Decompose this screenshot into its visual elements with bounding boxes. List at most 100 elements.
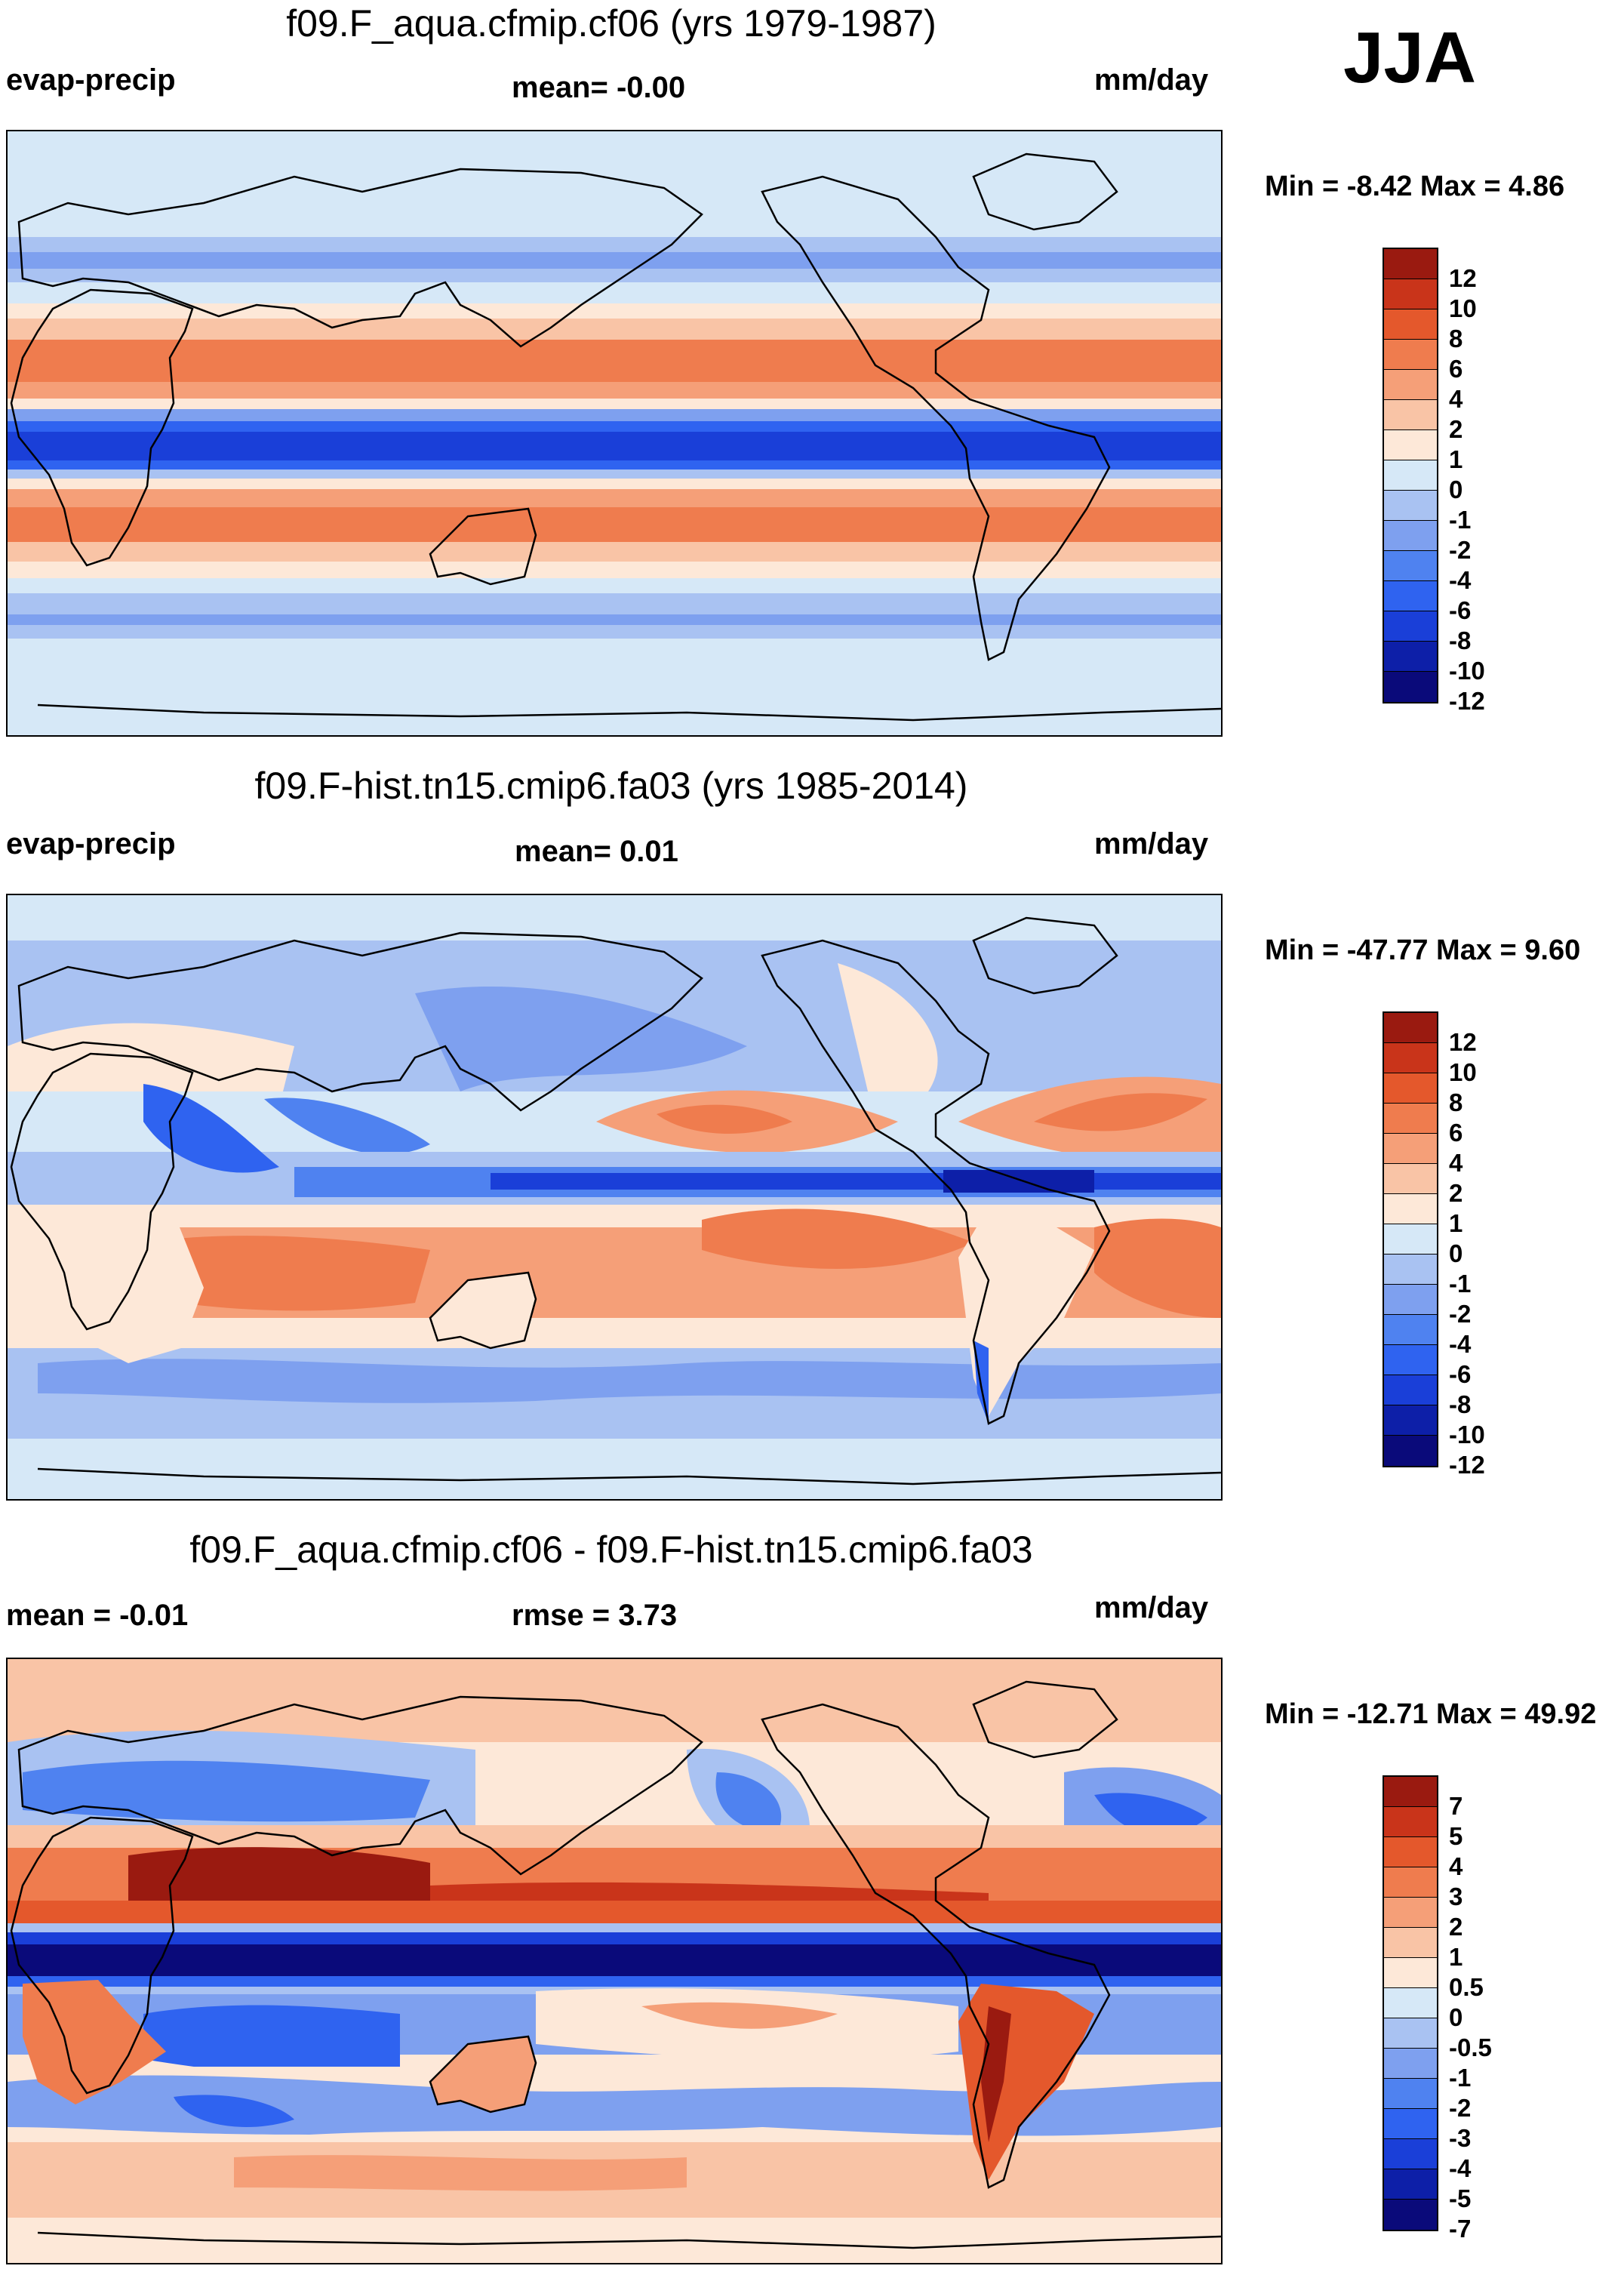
mean-label: mean= -0.00 <box>512 71 686 104</box>
colorbar-tick-label: 10 <box>1449 294 1477 322</box>
colorbar-swatch <box>1384 491 1437 521</box>
colorbar-tick-label: -2 <box>1449 2094 1472 2122</box>
colorbar-tick-label: -10 <box>1449 1421 1485 1448</box>
colorbar-swatch <box>1384 1164 1437 1194</box>
colorbar-swatch <box>1384 2200 1437 2230</box>
colorbar-swatch <box>1384 581 1437 611</box>
colorbar-swatch <box>1384 430 1437 460</box>
colorbar-tick-label: -12 <box>1449 1451 1485 1479</box>
mean-label: mean= 0.01 <box>515 835 678 868</box>
colorbar-swatch <box>1384 1958 1437 1988</box>
colorbar-swatch <box>1384 1988 1437 2018</box>
panel-title: f09.F_aqua.cfmip.cf06 - f09.F-hist.tn15.… <box>189 1529 1033 1571</box>
colorbar-swatch <box>1384 1073 1437 1104</box>
colorbar-swatch <box>1384 1405 1437 1436</box>
colorbar-swatch <box>1384 1436 1437 1466</box>
colorbar-tick-label: 4 <box>1449 1852 1463 1880</box>
colorbar-swatch <box>1384 1043 1437 1073</box>
colorbar-tick-label: 8 <box>1449 325 1463 352</box>
colorbar-tick-label: 6 <box>1449 1119 1463 1147</box>
mean-label: mean = -0.01 <box>6 1599 189 1632</box>
colorbar-swatch <box>1384 642 1437 672</box>
colorbar-swatch <box>1384 551 1437 581</box>
colorbar-tick-label: -4 <box>1449 566 1472 594</box>
colorbar-tick-label: -1 <box>1449 506 1472 534</box>
colorbar-hist <box>1383 1011 1438 1467</box>
colorbar-tick-label: -7 <box>1449 2215 1472 2243</box>
colorbar-swatch <box>1384 1807 1437 1837</box>
colorbar-swatch <box>1384 1104 1437 1134</box>
colorbar-swatch <box>1384 672 1437 702</box>
colorbar-tick-label: -6 <box>1449 596 1472 624</box>
colorbar-swatch <box>1384 249 1437 279</box>
colorbar-swatch <box>1384 1777 1437 1807</box>
colorbar-swatch <box>1384 1345 1437 1375</box>
colorbar-swatch <box>1384 279 1437 309</box>
colorbar-tick-label: -4 <box>1449 1330 1472 1358</box>
variable-label: evap-precip <box>6 63 176 97</box>
colorbar-swatch <box>1384 1867 1437 1898</box>
colorbar-swatch <box>1384 460 1437 491</box>
colorbar-tick-label: -12 <box>1449 687 1485 715</box>
units-label: mm/day <box>1094 1591 1209 1624</box>
map-difference <box>6 1658 1223 2264</box>
colorbar-swatch <box>1384 400 1437 430</box>
colorbar-tick-label: -5 <box>1449 2184 1472 2212</box>
map-hist <box>6 894 1223 1501</box>
colorbar-swatch <box>1384 611 1437 642</box>
map-aqua <box>6 130 1223 737</box>
colorbar-swatch <box>1384 1375 1437 1405</box>
colorbar-swatch <box>1384 2049 1437 2079</box>
minmax-label: Min = -47.77 Max = 9.60 <box>1265 934 1581 966</box>
colorbar-difference <box>1383 1775 1438 2231</box>
colorbar-tick-label: 0 <box>1449 1239 1463 1267</box>
colorbar-swatch <box>1384 1285 1437 1315</box>
colorbar-swatch <box>1384 2109 1437 2139</box>
colorbar-swatch <box>1384 309 1437 340</box>
colorbar-tick-label: -8 <box>1449 626 1472 654</box>
panel-title: f09.F-hist.tn15.cmip6.fa03 (yrs 1985-201… <box>254 765 968 807</box>
colorbar-swatch <box>1384 1013 1437 1043</box>
variable-label: evap-precip <box>6 827 176 860</box>
colorbar-tick-label: 10 <box>1449 1058 1477 1086</box>
colorbar-tick-label: 2 <box>1449 1913 1463 1941</box>
colorbar-tick-label: -4 <box>1449 2154 1472 2182</box>
colorbar-swatch <box>1384 2169 1437 2200</box>
colorbar-swatch <box>1384 1255 1437 1285</box>
colorbar-tick-label: 0.5 <box>1449 1973 1484 2001</box>
colorbar-swatch <box>1384 2079 1437 2109</box>
colorbar-swatch <box>1384 1928 1437 1958</box>
colorbar-tick-label: 1 <box>1449 445 1463 473</box>
minmax-label: Min = -12.71 Max = 49.92 <box>1265 1698 1597 1730</box>
colorbar-tick-label: 3 <box>1449 1883 1463 1910</box>
colorbar-tick-label: -1 <box>1449 2064 1472 2092</box>
colorbar-tick-label: 0 <box>1449 476 1463 503</box>
units-label: mm/day <box>1094 827 1209 860</box>
colorbar-swatch <box>1384 340 1437 370</box>
season-label: JJA <box>1343 17 1477 98</box>
colorbar-tick-label: 2 <box>1449 1179 1463 1207</box>
colorbar-tick-label: 12 <box>1449 264 1477 292</box>
colorbar-swatch <box>1384 521 1437 551</box>
colorbar-tick-label: 1 <box>1449 1209 1463 1237</box>
colorbar-tick-label: 5 <box>1449 1822 1463 1850</box>
map-hist-canvas <box>8 895 1221 1499</box>
colorbar-swatch <box>1384 1837 1437 1867</box>
colorbar-aqua <box>1383 248 1438 703</box>
colorbar-tick-label: 1 <box>1449 1943 1463 1971</box>
colorbar-swatch <box>1384 1315 1437 1345</box>
colorbar-tick-label: -1 <box>1449 1270 1472 1298</box>
colorbar-swatch <box>1384 1194 1437 1224</box>
units-label: mm/day <box>1094 63 1209 97</box>
colorbar-swatch <box>1384 370 1437 400</box>
colorbar-tick-label: 8 <box>1449 1088 1463 1116</box>
colorbar-tick-label: 2 <box>1449 415 1463 443</box>
colorbar-tick-label: 12 <box>1449 1028 1477 1056</box>
colorbar-tick-label: -3 <box>1449 2124 1472 2152</box>
colorbar-tick-label: 6 <box>1449 355 1463 383</box>
colorbar-tick-label: 4 <box>1449 1149 1463 1177</box>
colorbar-tick-label: 7 <box>1449 1792 1463 1820</box>
colorbar-swatch <box>1384 1898 1437 1928</box>
colorbar-tick-label: -2 <box>1449 1300 1472 1328</box>
colorbar-tick-label: 0 <box>1449 2003 1463 2031</box>
